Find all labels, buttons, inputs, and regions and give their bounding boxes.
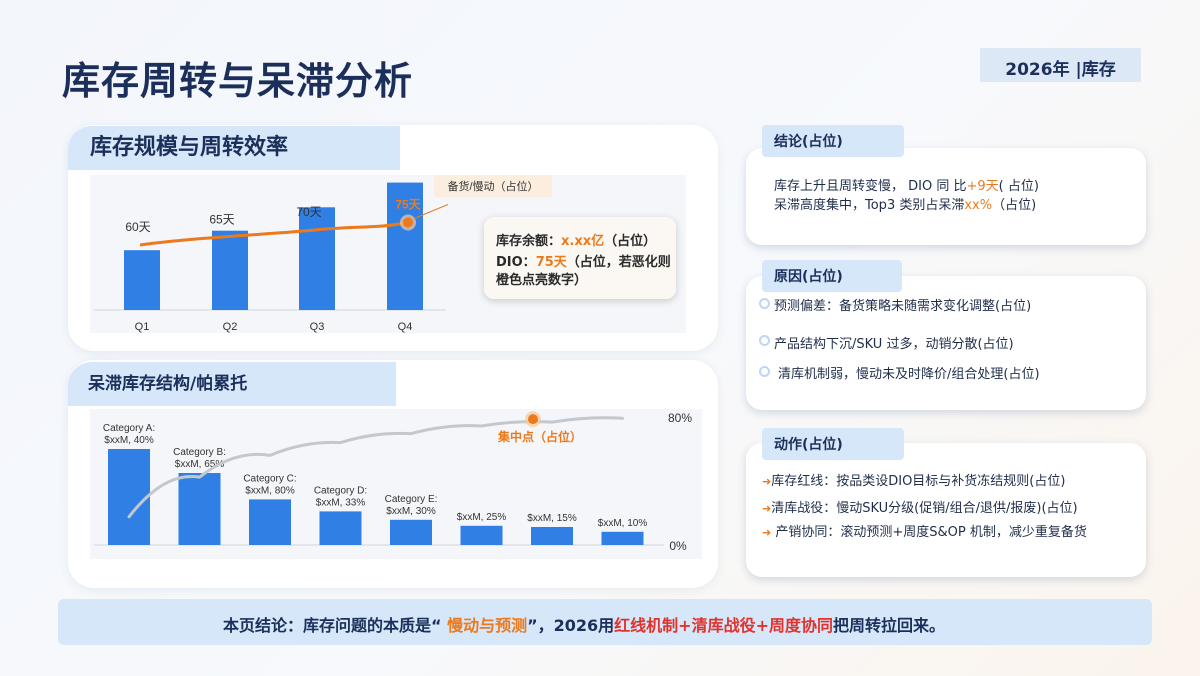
bar-data-label: $xxM, 33%: [316, 497, 366, 508]
footer-part-e: 把周转拉回来。: [833, 616, 946, 635]
y-tick-label: 0%: [669, 539, 687, 553]
bar-data-label: Category E:: [385, 494, 438, 505]
conclusion-card: [746, 148, 1146, 245]
panel-title-scale: 库存规模与周转效率: [68, 126, 400, 170]
annotation-leader-line: [413, 204, 449, 219]
bar-data-label: $xxM, 40%: [104, 435, 154, 446]
action-item-2: ➜清库战役：慢动SKU分级(促销/组合/退供/报废)(占位): [762, 497, 1078, 516]
footer-part-c: ”，2026用: [527, 616, 615, 635]
pareto-bar: [319, 511, 362, 545]
page-title: 库存周转与呆滞分析: [62, 59, 414, 103]
annotation-label: 备货/慢动（占位）: [447, 179, 538, 193]
actions-tag: 动作(占位): [762, 428, 904, 460]
reason-item-2: 产品结构下沉/SKU 过多，动销分散(占位): [774, 337, 1014, 352]
arrow-right-icon: ➜: [762, 526, 772, 539]
pareto-bar: [108, 449, 150, 545]
arrow-right-icon: ➜: [762, 502, 772, 515]
x-tick-label: Q3: [310, 321, 325, 333]
dio-value: 75天: [535, 255, 567, 270]
pareto-bar: [390, 519, 432, 545]
dio-line: [139, 221, 409, 247]
dio-point-label: 60天: [125, 220, 150, 234]
arrow-right-icon: ➜: [762, 475, 772, 488]
remain-note: （占位）: [604, 234, 657, 249]
pareto-bar: [178, 473, 221, 545]
y-tick-label: 80%: [668, 411, 692, 425]
reason-item-3: 清库机制弱，慢动未及时降价/组合处理(占位): [778, 367, 1040, 382]
dio-label: DIO：: [496, 255, 536, 270]
x-tick-label: Q1: [135, 321, 150, 333]
bar-data-label: Category C:: [243, 473, 296, 484]
action-item-3: ➜ 产销协同：滚动预测+周度S&OP 机制，减少重复备货: [762, 521, 1087, 540]
conclusion-line-2-text: 呆滞高度集中，Top3 类别占呆滞: [774, 198, 965, 213]
conclusion-line-2-note: （占位): [992, 198, 1037, 213]
dio-point-label: 70天: [296, 205, 321, 219]
footer-highlight-1: 慢动与预测: [447, 616, 528, 635]
pareto-bar: [531, 527, 573, 545]
top3-share-value: xx%: [964, 198, 993, 213]
pareto-bar: [249, 499, 291, 545]
dio-point-label: 75天: [395, 198, 421, 212]
bar-data-label: $xxM, 30%: [386, 506, 436, 517]
actions-card: [746, 443, 1146, 577]
bar-data-label: Category A:: [103, 423, 155, 434]
year-tag: 2026年 |库存: [980, 48, 1141, 82]
cumulative-line: [127, 416, 624, 519]
bar-data-label: Category D:: [314, 485, 367, 496]
x-tick-label: Q4: [398, 321, 413, 333]
panel-title-pareto: 呆滞库存结构/帕累托: [68, 362, 396, 406]
bar-data-label: $xxM, 65%: [175, 459, 225, 470]
bullet-icon: [759, 335, 770, 346]
page-conclusion-text: 本页结论：库存问题的本质是“ 慢动与预测”，2026用红线机制+清库战役+周度协…: [223, 612, 945, 636]
bar-q3: [299, 207, 335, 310]
conclusion-line-1: 库存上升且周转变慢， DIO 同 比+9天( 占位): [774, 175, 1039, 194]
pareto-bar: [460, 525, 503, 545]
bar-data-label: Category B:: [173, 447, 226, 458]
bar-q1: [124, 250, 160, 310]
annotation-box: [434, 175, 552, 197]
dio-change-value: +9天: [966, 179, 999, 194]
concentration-marker: [528, 414, 538, 425]
conclusion-line-1-text: 库存上升且周转变慢， DIO 同 比: [774, 179, 967, 194]
dio-point-label: 65天: [209, 213, 234, 227]
dio-point-marker: [403, 217, 413, 228]
concentration-label: 集中点（占位）: [497, 429, 582, 444]
bullet-icon: [759, 366, 770, 377]
remain-value: x.xx亿: [561, 234, 605, 249]
bar-data-label: $xxM, 10%: [598, 518, 648, 529]
reason-item-1: 预测偏差：备货策略未随需求变化调整(占位): [774, 299, 1032, 314]
x-tick-label: Q2: [223, 321, 238, 333]
conclusion-line-1-note: ( 占位): [998, 179, 1039, 194]
action-item-1-text: 库存红线：按品类设DIO目标与补货冻结规则(占位): [771, 474, 1066, 489]
bar-data-label: $xxM, 15%: [527, 513, 577, 524]
bullet-icon: [759, 298, 770, 309]
inventory-callout: 库存余额：x.xx亿（占位） DIO：75天（占位，若恶化则橙色点亮数字）: [484, 217, 676, 299]
reasons-card: [746, 276, 1146, 410]
reasons-tag: 原因(占位): [762, 260, 902, 292]
bar-q2: [212, 230, 248, 310]
pareto-chart: Category A:$xxM, 40% Category B:$xxM, 65%…: [90, 409, 702, 559]
page-conclusion-bar: 本页结论：库存问题的本质是“ 慢动与预测”，2026用红线机制+清库战役+周度协…: [58, 599, 1152, 645]
conclusion-line-2: 呆滞高度集中，Top3 类别占呆滞xx%（占位): [774, 194, 1036, 213]
conclusion-tag: 结论(占位): [762, 125, 904, 157]
action-item-1: ➜库存红线：按品类设DIO目标与补货冻结规则(占位): [762, 470, 1065, 489]
dio-note: （占位，若恶化则橙色点亮数字）: [496, 255, 671, 288]
bar-data-label: $xxM, 80%: [245, 485, 295, 496]
action-item-3-text: 产销协同：滚动预测+周度S&OP 机制，减少重复备货: [775, 525, 1087, 540]
bar-q4: [387, 182, 423, 310]
action-item-2-text: 清库战役：慢动SKU分级(促销/组合/退供/报废)(占位): [771, 501, 1078, 516]
remain-label: 库存余额：: [496, 234, 562, 249]
footer-highlight-2: 红线机制+清库战役+周度协同: [614, 616, 833, 635]
bar-data-label: $xxM, 25%: [457, 512, 507, 523]
pareto-bar: [601, 531, 644, 545]
footer-part-a: 本页结论：库存问题的本质是“: [223, 616, 448, 635]
